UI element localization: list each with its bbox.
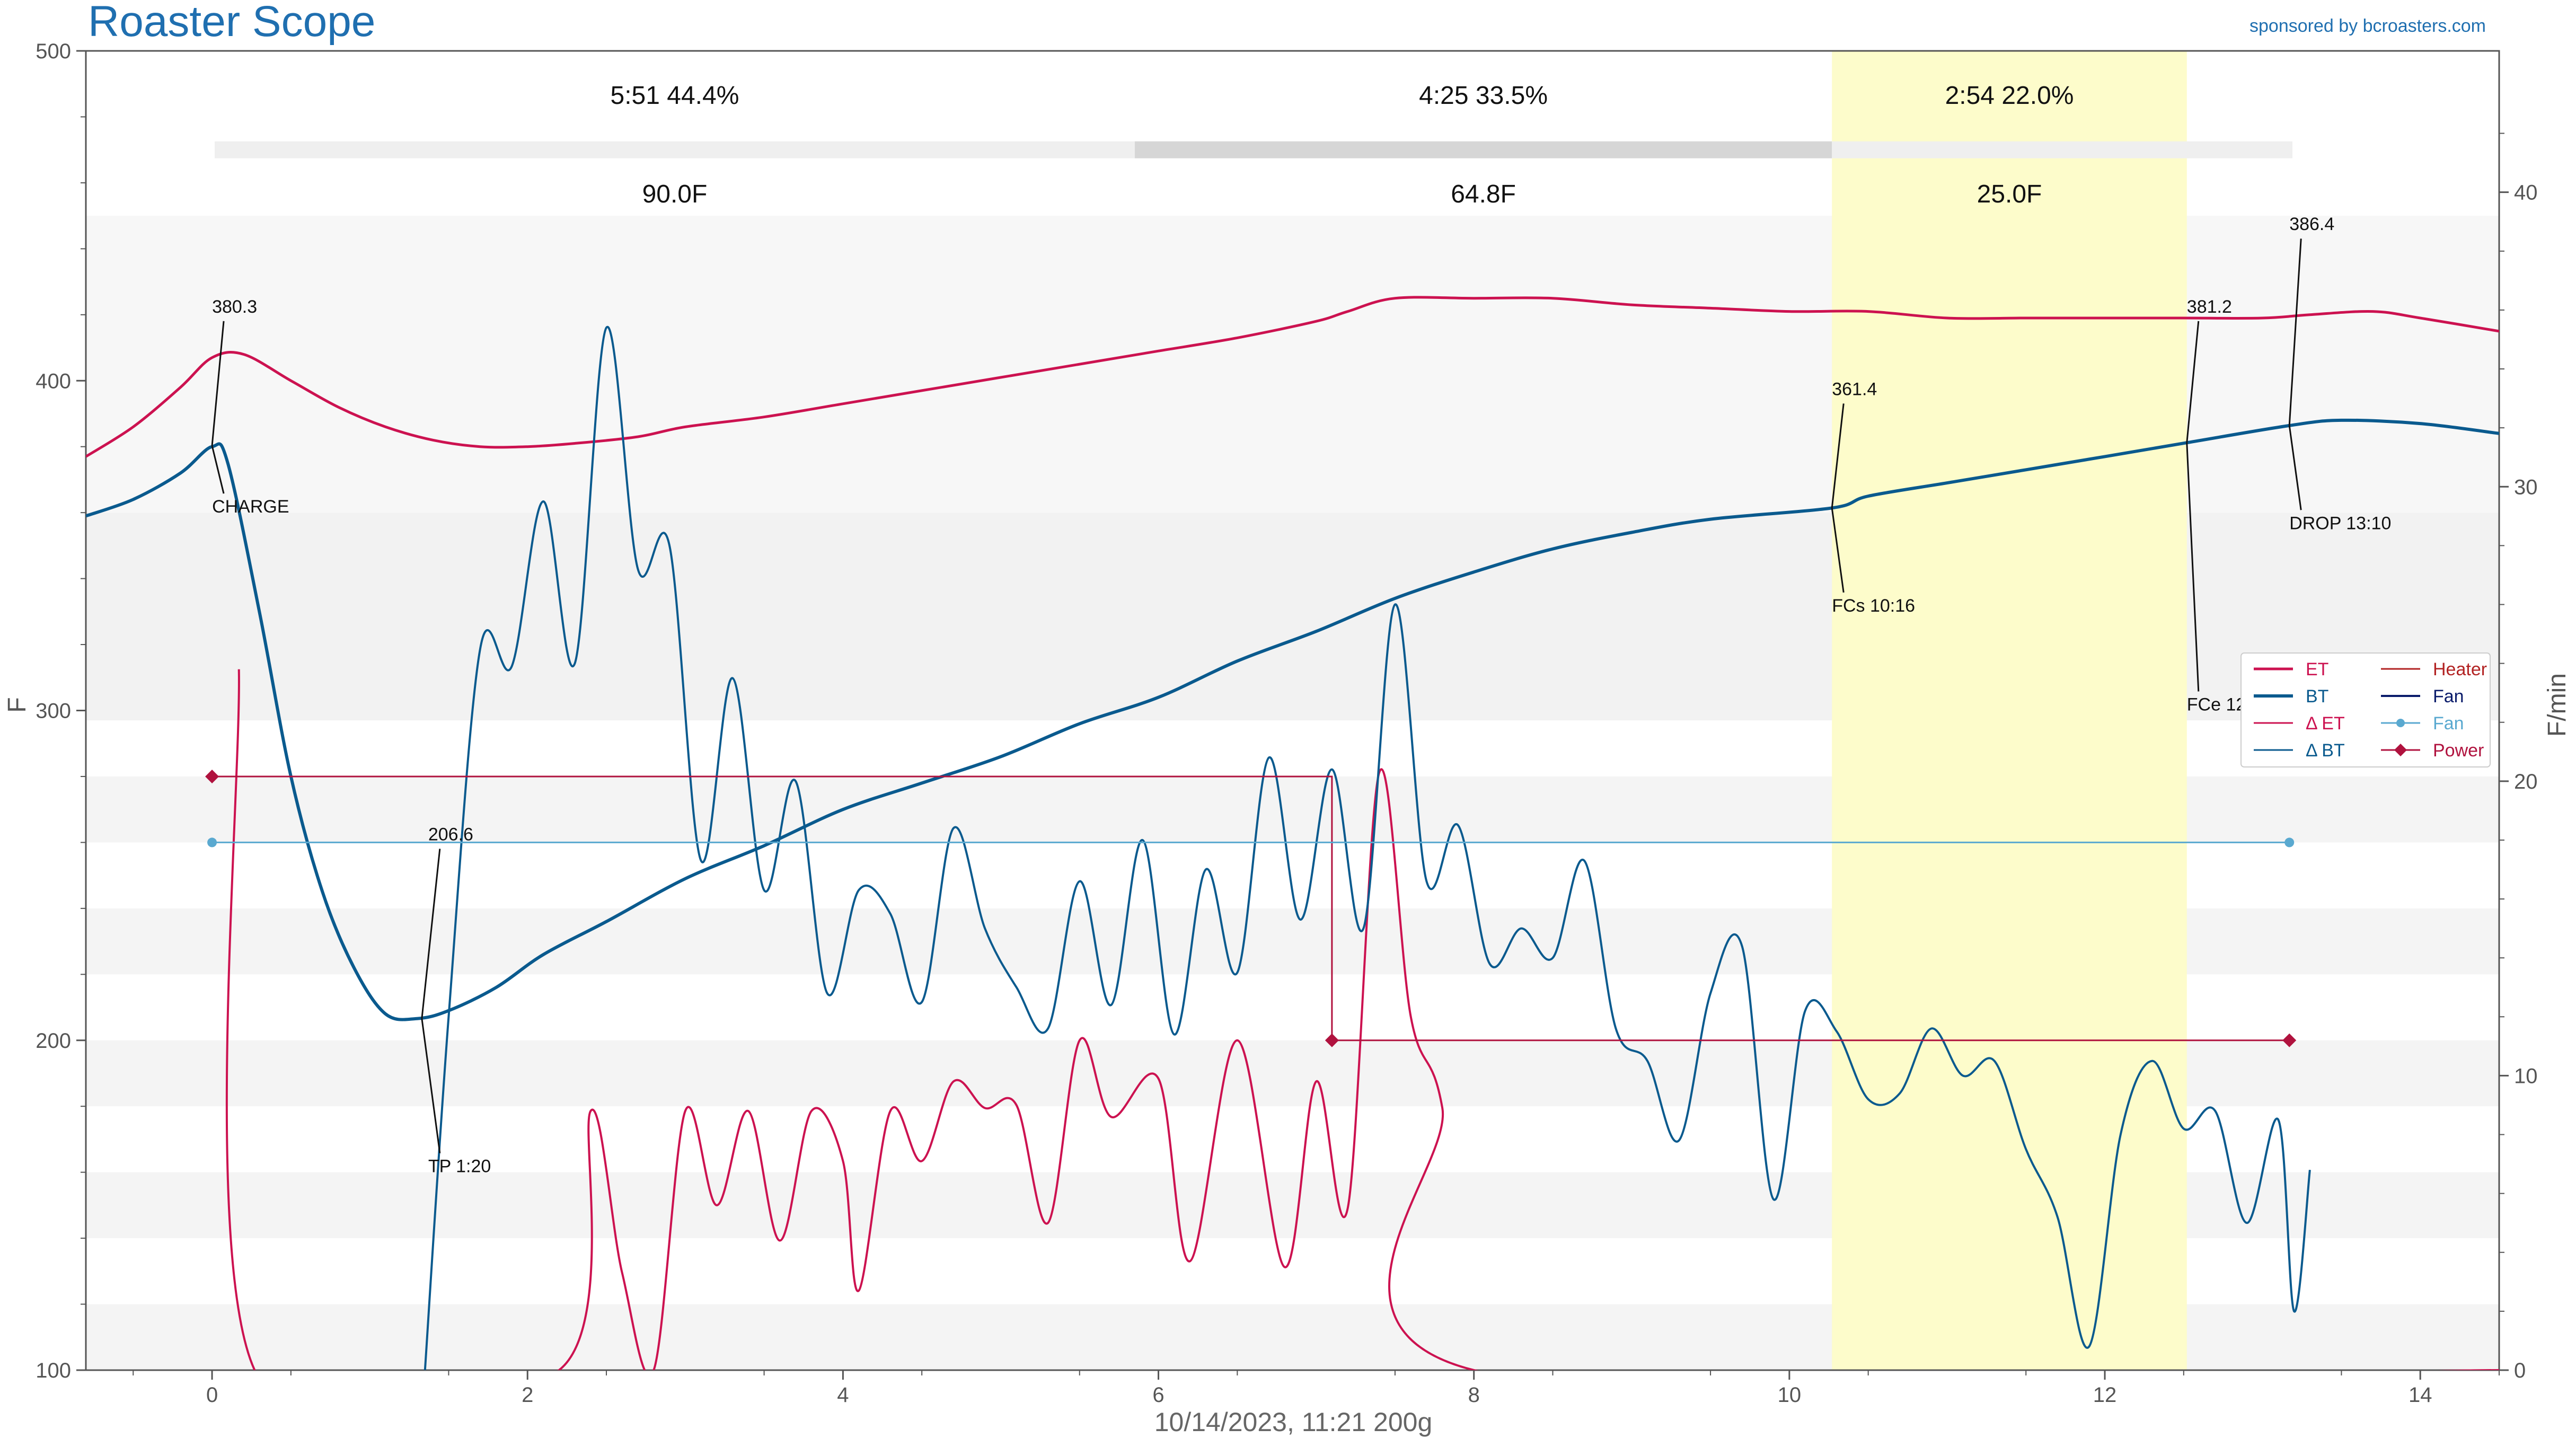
y-right-axis-label: F/min	[2543, 673, 2571, 737]
x-tick-label: 4	[837, 1383, 849, 1407]
y-right-tick-label: 20	[2514, 770, 2538, 793]
legend-label-2: Δ ET	[2306, 713, 2345, 734]
annotation-event: TP 1:20	[428, 1157, 491, 1177]
annotation-pointer-value	[1831, 403, 1845, 508]
annotation-pointer-event	[421, 1018, 441, 1153]
annotation-event: DROP 13:10	[2289, 513, 2391, 533]
series	[86, 296, 2499, 1370]
fan-marker	[2284, 837, 2295, 848]
sponsor-link[interactable]: sponsored by bcroasters.com	[2249, 16, 2486, 36]
annotation-pointer-event	[1831, 508, 1845, 593]
power-marker	[2282, 1033, 2297, 1047]
annotation-pointer-event	[2288, 425, 2302, 510]
power-line	[212, 775, 2290, 1042]
y-right-tick-label: 40	[2514, 181, 2538, 205]
legend-marker-diamond	[2394, 744, 2407, 756]
annotation-pointer-event	[2186, 443, 2200, 692]
annotation-pointer-value	[2288, 239, 2302, 426]
y-right-tick-label: 30	[2514, 475, 2538, 499]
legend-label-4: Heater	[2433, 659, 2487, 680]
legend-label-6: Fan	[2433, 713, 2464, 734]
legend-label-0: ET	[2306, 659, 2328, 680]
y-right-tick-label: 10	[2514, 1064, 2538, 1088]
y-tick-label: 300	[36, 700, 71, 723]
legend-label-3: Δ BT	[2306, 740, 2345, 761]
x-axis-caption: 10/14/2023, 11:21 200g	[1154, 1407, 1433, 1437]
first-crack-highlight	[1832, 51, 2187, 1370]
x-tick-label: 2	[522, 1383, 533, 1407]
annotation-value: 380.3	[212, 297, 257, 317]
phase-time-label-2: 4:25 33.5%	[1419, 82, 1548, 110]
legend-label-1: BT	[2306, 686, 2328, 707]
power-marker	[205, 769, 219, 783]
axes: 0 2 4 6 8 10 12 14 100 200 300 400 500 0 10 20 30 40 F F/mi…	[3, 40, 2571, 1407]
legend-box	[2240, 652, 2491, 767]
legend-label-5: Fan	[2433, 686, 2464, 707]
y-tick-label: 100	[36, 1359, 71, 1382]
annotation-value: 361.4	[1832, 379, 1877, 399]
x-tick-label: 8	[1468, 1383, 1480, 1407]
phase-time-label-1: 5:51 44.4%	[611, 82, 739, 110]
y-tick-label: 200	[36, 1029, 71, 1053]
phase-bar-segment-1	[215, 141, 1135, 158]
delta-et-curve	[225, 669, 2499, 1370]
y-tick-label: 500	[36, 40, 71, 63]
bt-curve	[86, 418, 2499, 1021]
annotation-pointer-value	[421, 849, 441, 1019]
phase-bar-segment-2	[1134, 141, 1832, 158]
annotation-value: 206.6	[428, 824, 473, 844]
annotation-value: 386.4	[2289, 214, 2334, 234]
highlight-region	[1832, 51, 2187, 1370]
annotation-event: FCs 10:16	[1832, 596, 1915, 616]
annotation-pointer-value	[211, 321, 225, 446]
phase-time-label-3: 2:54 22.0%	[1945, 82, 2074, 110]
phase-bar: 5:51 44.4% 90.0F 4:25 33.5% 64.8F 2:54 22.0%…	[215, 82, 2292, 208]
app-title: Roaster Scope	[88, 0, 375, 46]
y-right-tick-label: 0	[2514, 1359, 2526, 1382]
annotation-pointer-event	[211, 445, 225, 494]
x-tick-label: 0	[206, 1383, 218, 1407]
annotation-value: 381.2	[2187, 297, 2232, 317]
x-tick-label: 6	[1152, 1383, 1164, 1407]
x-tick-label: 14	[2409, 1383, 2432, 1407]
legend[interactable]: ET BT Δ ET Δ BT Heater Fan Fan Power	[2240, 652, 2491, 767]
y-axis-label: F	[3, 697, 31, 712]
delta-bt-curve	[424, 325, 2311, 1370]
x-tick-label: 10	[1778, 1383, 1802, 1407]
phase-delta-label-2: 64.8F	[1451, 180, 1516, 208]
et-curve	[86, 296, 2499, 458]
power-marker	[1325, 1033, 1339, 1047]
annotation-event: CHARGE	[212, 497, 289, 517]
phase-delta-label-3: 25.0F	[1977, 180, 2042, 208]
y-tick-label: 400	[36, 369, 71, 393]
x-tick-label: 12	[2093, 1383, 2117, 1407]
fan-marker	[207, 837, 217, 848]
legend-marker-dot	[2396, 719, 2405, 727]
legend-label-7: Power	[2433, 740, 2484, 761]
annotation-pointer-value	[2186, 321, 2200, 443]
phase-bar-segment-3	[1832, 141, 2292, 158]
phase-delta-label-1: 90.0F	[642, 180, 708, 208]
